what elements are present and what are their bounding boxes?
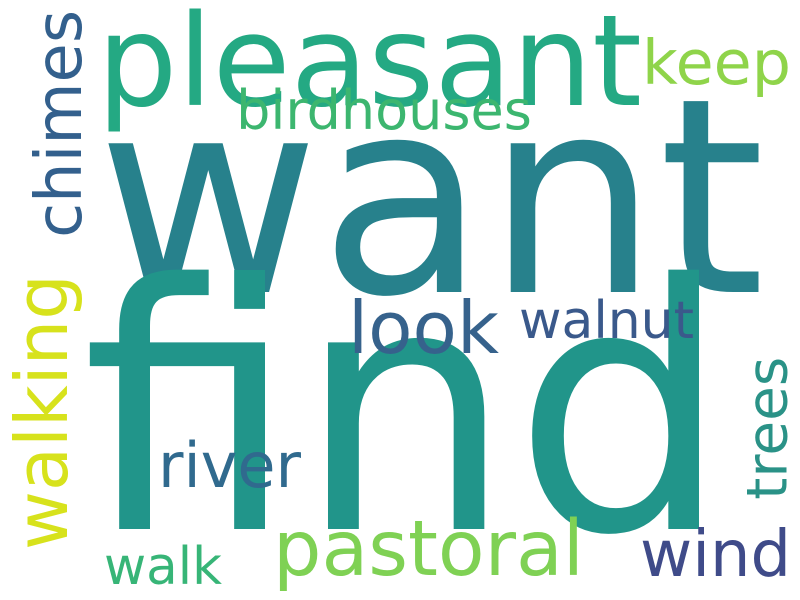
word-wind: wind	[640, 518, 791, 593]
word-birdhouses: birdhouses	[236, 79, 532, 143]
word-keep: keep	[642, 26, 791, 99]
word-river: river	[158, 428, 301, 502]
word-trees: trees	[734, 357, 800, 500]
word-walking: walking	[0, 274, 85, 550]
word-look: look	[348, 286, 499, 371]
word-want: want	[97, 41, 765, 358]
word-chimes: chimes	[23, 10, 98, 238]
word-find: find	[82, 213, 730, 600]
word-walk: walk	[104, 537, 222, 598]
word-pastoral: pastoral	[273, 505, 584, 595]
word-pleasant: pleasant	[97, 0, 642, 136]
word-walnut: walnut	[519, 291, 694, 352]
